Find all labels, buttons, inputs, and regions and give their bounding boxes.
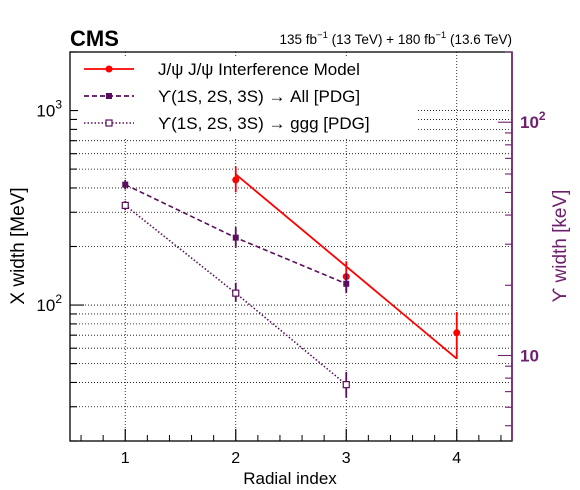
legend-label-upsilon-all: ϒ(1S, 2S, 3S) → All [PDG] bbox=[158, 87, 360, 106]
data-point bbox=[232, 176, 240, 184]
x-tick-label: 1 bbox=[121, 450, 130, 467]
luminosity-label: 135 fb−1 (13 TeV) + 180 fb−1 (13.6 TeV) bbox=[280, 30, 512, 47]
legend-label-upsilon-ggg: ϒ(1S, 2S, 3S) → ggg [PDG] bbox=[158, 114, 370, 133]
series-2 bbox=[121, 200, 350, 398]
legend-marker-upsilon-ggg bbox=[105, 119, 113, 127]
data-point bbox=[342, 381, 350, 389]
legend-background bbox=[78, 58, 418, 138]
legend-marker-model bbox=[105, 65, 113, 73]
x-tick-label: 4 bbox=[452, 450, 461, 467]
tick-labels: 1 2 3 4 102 103 10 102 bbox=[36, 98, 546, 467]
legend-marker-upsilon-all bbox=[106, 93, 112, 99]
series-1 bbox=[122, 180, 350, 294]
series-layer bbox=[121, 166, 461, 398]
left-y-tick-label: 102 bbox=[36, 292, 62, 315]
x-tick-label: 3 bbox=[342, 450, 351, 467]
x-tick-label: 2 bbox=[231, 450, 240, 467]
data-point bbox=[121, 201, 129, 209]
lumi-prefix: 135 fb bbox=[280, 32, 318, 47]
legend: J/ψ J/ψ Interference Model ϒ(1S, 2S, 3S)… bbox=[78, 58, 418, 138]
lumi-mid: (13 TeV) + 180 fb bbox=[328, 32, 435, 47]
legend-label-model: J/ψ J/ψ Interference Model bbox=[158, 60, 360, 79]
right-y-tick-label: 10 bbox=[520, 346, 539, 365]
x-axis-title: Radial index bbox=[243, 469, 337, 488]
data-point bbox=[453, 329, 461, 337]
lumi-suffix: (13.6 TeV) bbox=[446, 32, 512, 47]
data-point bbox=[122, 181, 129, 188]
experiment-label: CMS bbox=[70, 26, 119, 51]
left-y-tick-label: 103 bbox=[36, 98, 62, 121]
data-point bbox=[232, 234, 239, 241]
data-point bbox=[232, 289, 240, 297]
right-y-tick-label: 102 bbox=[520, 109, 546, 132]
left-y-axis-title: X width [MeV] bbox=[8, 187, 29, 304]
axis-ticks bbox=[70, 51, 513, 442]
right-y-axis-title: ϒ width [keV] bbox=[550, 190, 571, 303]
lumi-prefix-exponent: −1 bbox=[317, 30, 328, 41]
data-point bbox=[343, 280, 350, 287]
lumi-mid-exponent: −1 bbox=[435, 30, 446, 41]
